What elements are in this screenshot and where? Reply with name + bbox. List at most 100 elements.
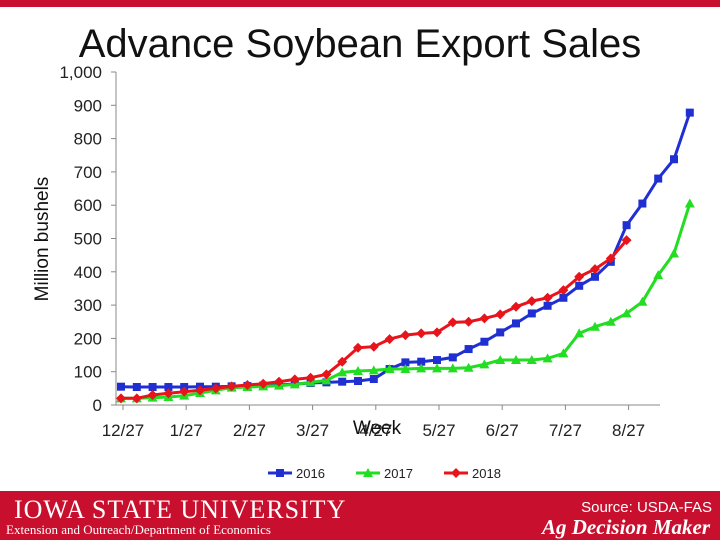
series-2017-point [574,328,585,338]
series-2018-point [242,380,253,391]
series-2018-point [542,292,553,303]
series-2018-point [226,381,237,392]
series-2017-point [558,348,569,358]
y-tick-label: 600 [74,196,102,215]
series-2017-point [621,308,632,318]
series-2018-point [116,393,126,404]
series-2016-point [417,357,426,366]
top-accent-bar [0,0,720,7]
series-2017-point [590,321,600,331]
legend-label: 2016 [296,466,325,481]
series-2018-point [337,356,348,367]
series-2018-point [558,285,569,296]
y-tick-label: 100 [74,363,102,382]
series-2016-point [685,108,694,117]
series-2017-point [447,363,458,373]
series-2018-point [400,330,411,341]
series-2017-point [684,198,695,208]
series-2016-point [464,345,473,354]
x-tick-label: 1/27 [170,421,203,440]
y-axis-label: Million bushels [32,177,53,302]
series-2016-point [480,337,489,346]
series-2017-point [368,365,379,375]
series-2017-point [416,363,427,373]
series-2018-point [447,317,458,328]
series-2016-point [496,328,505,337]
legend-marker [363,468,373,477]
y-tick-label: 400 [74,263,102,282]
series-2016-point [117,382,125,391]
y-tick-label: 800 [74,130,102,149]
series-2016-point [164,383,173,392]
x-tick-label: 8/27 [612,421,645,440]
series-2018-point [321,369,332,380]
series-2016-line [120,112,692,389]
series-2018-point [368,341,379,352]
series-2018-point [274,376,284,387]
series-2018 [116,235,632,404]
series-2017-point [495,355,506,365]
series-2016-point [354,377,362,386]
series-2018-point [179,386,190,397]
series-2018-point [479,313,490,324]
series-2016-point [148,383,157,392]
legend-label: 2018 [472,466,501,481]
series-2016 [117,108,694,392]
y-tick-label: 1,000 [59,63,102,82]
series-2016-point [575,281,584,290]
footer-bar [0,491,720,540]
x-tick-label: 12/27 [102,421,145,440]
series-2017-point [337,367,348,377]
series-2016-point [369,375,378,384]
series-2016-point [559,293,568,302]
series-2017-point [605,316,616,326]
y-tick-label: 900 [74,96,102,115]
series-2016-point [512,319,520,328]
x-tick-label: 3/27 [296,421,329,440]
university-logo-text: IOWA STATE UNIVERSITY [14,495,347,524]
series-2016-point [132,383,141,392]
series-2016-point [433,356,441,365]
series-2018-point [289,374,300,385]
series-2018-point [495,309,506,320]
series-2018-point [147,390,158,401]
series-2017-point [653,270,664,280]
series-2018-point [590,264,600,275]
y-tick-label: 200 [74,329,102,348]
legend-item-2017: 2017 [356,466,413,481]
y-tick-label: 300 [74,296,102,315]
series-2017-point [526,355,537,365]
legend-label: 2017 [384,466,413,481]
series-2017-point [479,359,490,369]
soybean-export-chart: Million bushels Week 0 100 200 300 400 500 600… [32,63,695,481]
series-2017-point [669,248,679,258]
series-2018-point [210,383,221,394]
series-2018-point [621,235,632,246]
series-2017-point [400,364,411,374]
series-2018-point [195,385,205,396]
x-tick-label: 7/27 [549,421,582,440]
legend-item-2016: 2016 [268,466,325,481]
x-tick-label: 5/27 [422,421,455,440]
department-text: Extension and Outreach/Department of Eco… [6,522,271,537]
series-2016-point [527,309,536,318]
legend-marker [451,468,461,478]
series-2018-point [305,372,316,383]
series-2018-point [463,316,474,327]
series-2018-point [526,296,537,307]
series-2016-point [448,353,457,362]
x-tick-label: 2/27 [233,421,266,440]
series-2018-point [131,393,142,404]
series-2017-point [384,364,395,374]
x-tick-label: 4/27 [359,421,392,440]
series-2016-point [622,221,631,230]
series-2016-point [338,377,347,386]
y-tick-label: 0 [93,396,102,415]
series-2016-point [638,199,647,208]
series-2018-point [416,328,427,339]
source-note: Source: USDA-FAS [581,499,712,516]
series-2017-point [542,353,553,363]
series-2017-point [511,355,521,365]
series-2018-point [258,378,269,389]
x-tick-label: 6/27 [486,421,519,440]
